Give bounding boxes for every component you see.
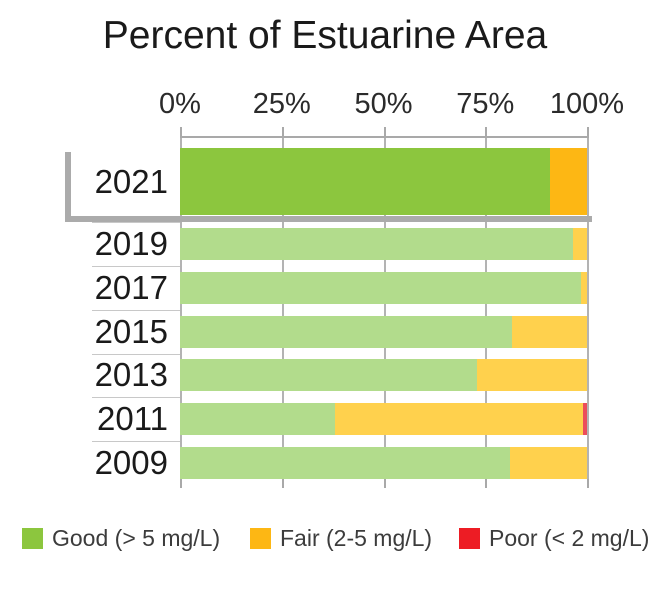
legend-label-poor: Poor (< 2 mg/L) [489, 524, 650, 551]
gridline [383, 138, 386, 479]
x-axis-tick-label-100: 100% [549, 88, 625, 120]
x-axis-top-tick [485, 127, 488, 136]
x-axis-top-tick [383, 127, 386, 136]
x-axis-bottom-tick [485, 479, 488, 488]
bar-row-2015[interactable] [180, 316, 587, 348]
bar-row-2009[interactable] [180, 447, 587, 479]
year-label-separator [92, 397, 180, 398]
poor-color-swatch [459, 527, 480, 549]
bar-segment-fair-2009 [509, 447, 587, 479]
legend: Good (> 5 mg/L) Fair (2-5 mg/L) Poor (< … [0, 524, 650, 551]
year-label-separator [92, 221, 180, 223]
legend-item-good: Good (> 5 mg/L) [22, 524, 221, 551]
bar-row-2019[interactable] [180, 228, 587, 260]
x-axis-line [180, 136, 589, 138]
year-label-2009[interactable]: 2009 [94, 444, 168, 481]
selected-year-bracket-vertical [65, 152, 71, 222]
year-label-2015[interactable]: 2015 [94, 313, 168, 350]
year-label-2011[interactable]: 2011 [97, 400, 168, 437]
legend-item-fair: Fair (2-5 mg/L) [250, 524, 433, 551]
bar-row-2011[interactable] [180, 403, 587, 435]
gridline [180, 138, 182, 479]
legend-label-good: Good (> 5 mg/L) [52, 524, 221, 551]
year-label-2017[interactable]: 2017 [94, 269, 168, 306]
bar-segment-fair-2019 [572, 228, 587, 260]
bar-segment-fair-2017 [580, 272, 587, 304]
bar-segment-good-2019 [180, 228, 573, 260]
x-axis-top-tick [587, 127, 589, 136]
x-axis-bottom-tick [180, 479, 182, 488]
bar-segment-good-2013 [180, 359, 478, 391]
x-axis-top-tick [180, 127, 182, 136]
gridline [587, 138, 589, 479]
x-axis-bottom-tick [281, 479, 284, 488]
x-axis-bottom-tick [587, 479, 589, 488]
x-axis-bottom-tick [383, 479, 386, 488]
selected-year-bracket-shadow [65, 215, 592, 222]
bar-row-2021[interactable] [180, 148, 587, 215]
chart-title: Percent of Estuarine Area [102, 14, 548, 57]
bar-segment-good-2021 [180, 148, 551, 215]
bar-segment-good-2015 [180, 316, 512, 348]
year-label-2021[interactable]: 2021 [94, 162, 168, 200]
bar-segment-good-2017 [180, 272, 581, 304]
bar-segment-fair-2013 [477, 359, 587, 391]
bar-segment-good-2009 [180, 447, 510, 479]
legend-label-fair: Fair (2-5 mg/L) [280, 524, 433, 551]
bar-segment-good-2011 [180, 403, 335, 435]
bar-segment-fair-2015 [511, 316, 587, 348]
year-label-2013[interactable]: 2013 [94, 356, 168, 393]
bar-segment-poor-2011 [582, 403, 587, 435]
x-axis-tick-label-25: 25% [252, 88, 311, 120]
x-axis-tick-label-0: 0% [159, 88, 201, 120]
x-axis-tick-label-50: 50% [354, 88, 413, 120]
year-label-separator [92, 353, 180, 355]
gridline [281, 138, 284, 479]
good-color-swatch [22, 527, 43, 549]
bar-row-2017[interactable] [180, 272, 587, 304]
legend-item-poor: Poor (< 2 mg/L) [459, 524, 650, 551]
year-label-2019[interactable]: 2019 [94, 225, 168, 262]
bar-segment-fair-2011 [334, 403, 583, 435]
bar-segment-fair-2021 [550, 148, 587, 215]
x-axis-tick-label-75: 75% [456, 88, 515, 120]
x-axis-top-tick [281, 127, 284, 136]
year-label-separator [92, 310, 180, 311]
year-label-separator [92, 441, 180, 442]
bar-row-2013[interactable] [180, 359, 587, 391]
fair-color-swatch [250, 527, 271, 549]
year-label-separator [92, 266, 180, 267]
gridline [485, 138, 488, 479]
